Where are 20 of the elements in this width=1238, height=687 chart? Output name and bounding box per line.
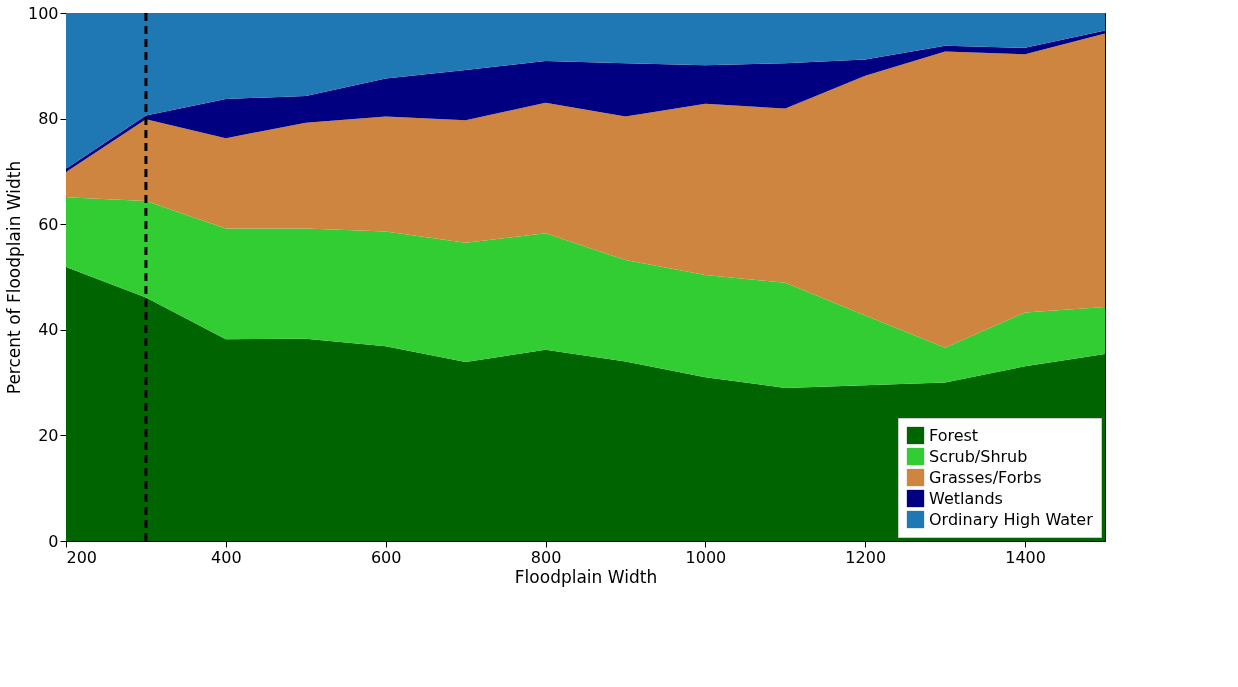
legend-label: Scrub/Shrub — [929, 446, 1028, 466]
x-tick-label: 400 — [211, 547, 242, 567]
y-axis-title: Percent of Floodplain Width — [3, 160, 24, 395]
y-tick-label: 100 — [27, 3, 59, 23]
y-tick-label: 20 — [38, 425, 59, 445]
legend-label: Grasses/Forbs — [929, 467, 1042, 487]
x-tick-label: 200 — [66, 547, 98, 567]
y-tick-label: 0 — [48, 531, 59, 551]
legend-label: Wetlands — [929, 488, 1003, 508]
y-tick-label: 40 — [38, 320, 59, 340]
legend-label: Forest — [929, 425, 979, 445]
y-tick-label: 80 — [38, 109, 59, 129]
legend-label: Ordinary High Water — [929, 509, 1094, 529]
x-tick-label: 800 — [530, 547, 562, 567]
x-tick-label: 1000 — [685, 547, 727, 567]
x-tick-label: 1400 — [1005, 547, 1046, 567]
x-tick-label: 600 — [370, 547, 402, 567]
y-tick-label: 60 — [38, 214, 59, 234]
x-tick-label: 1200 — [845, 547, 887, 567]
x-axis-title: Floodplain Width — [514, 566, 658, 587]
